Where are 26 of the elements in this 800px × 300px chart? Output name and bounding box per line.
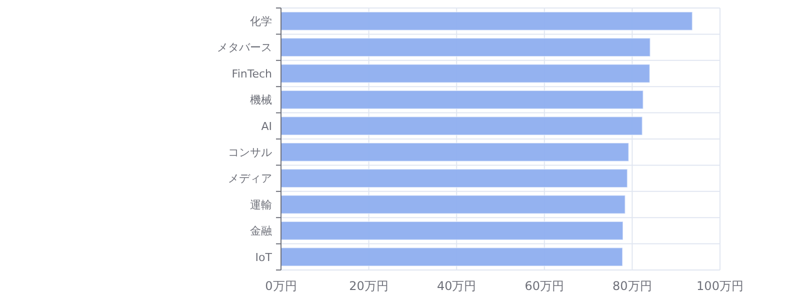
y-tick-label: メディア (228, 172, 272, 186)
x-tick-label: 60万円 (524, 279, 564, 293)
x-tick-label: 0万円 (265, 279, 297, 293)
bar (280, 64, 650, 84)
x-tick-label: 20万円 (349, 279, 388, 293)
bar (280, 168, 628, 188)
y-tick-label: 機械 (250, 94, 272, 107)
y-tick-label: IoT (255, 250, 272, 264)
bar (280, 11, 693, 31)
bar (280, 38, 651, 57)
y-tick-label: 金融 (250, 224, 272, 238)
bar (280, 247, 624, 267)
y-tick-label: 運輸 (250, 198, 272, 212)
y-tick-label: メタバース (217, 41, 272, 54)
bar (280, 90, 644, 110)
x-tick-label: 100万円 (696, 279, 744, 293)
y-tick-label: AI (261, 120, 272, 133)
bar (280, 194, 626, 214)
x-tick-label: 40万円 (436, 279, 476, 293)
bar (280, 221, 624, 240)
x-tick-label: 80万円 (612, 279, 652, 293)
bar (280, 142, 630, 162)
y-tick-label: 化学 (250, 14, 272, 28)
bar (280, 116, 643, 136)
y-tick-label: FinTech (232, 67, 272, 80)
y-tick-label: コンサル (228, 146, 272, 159)
